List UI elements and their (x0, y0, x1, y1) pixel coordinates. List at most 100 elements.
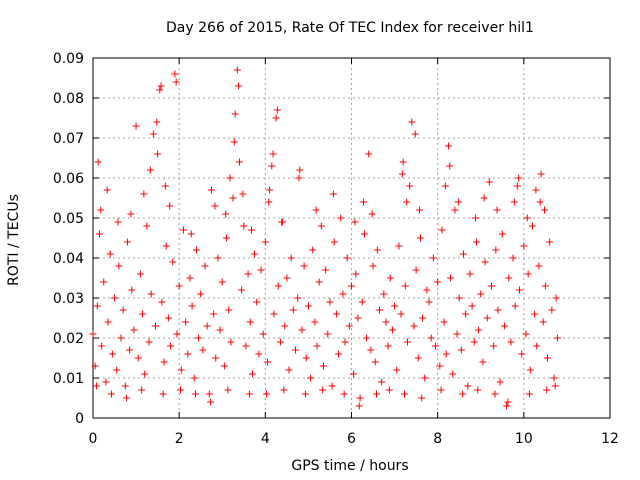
data-point (324, 330, 332, 338)
y-tick-label: 0.05 (53, 211, 84, 227)
data-point (525, 390, 533, 398)
data-point (483, 314, 491, 322)
x-tick-label: 6 (347, 431, 356, 447)
data-point (459, 390, 467, 398)
data-point (123, 238, 131, 246)
x-axis-label: GPS time / hours (291, 458, 408, 474)
data-point (481, 258, 489, 266)
data-point (351, 218, 359, 226)
data-point (504, 398, 512, 406)
data-point (553, 334, 561, 342)
data-point (296, 166, 304, 174)
data-point (368, 210, 376, 218)
x-axis-ticks: 0 2 4 6 8 10 12 (89, 58, 619, 447)
data-point (111, 294, 119, 302)
data-point (490, 342, 498, 350)
data-point (503, 402, 511, 410)
data-point (335, 350, 343, 358)
x-tick-label: 8 (433, 431, 442, 447)
data-point (451, 206, 459, 214)
data-point (216, 326, 224, 334)
y-tick-label: 0 (75, 411, 84, 427)
data-point (104, 318, 112, 326)
data-point (175, 282, 183, 290)
data-point (480, 194, 488, 202)
data-point (166, 202, 174, 210)
y-tick-label: 0.08 (53, 91, 84, 107)
data-point (365, 150, 373, 158)
data-point (91, 362, 99, 370)
data-point (102, 378, 110, 386)
data-point (509, 254, 517, 262)
data-point (539, 318, 547, 326)
data-point (172, 78, 180, 86)
data-point (203, 322, 211, 330)
data-point (223, 234, 231, 242)
data-point (505, 274, 513, 282)
data-point (421, 374, 429, 382)
data-point (535, 262, 543, 270)
data-point (348, 282, 355, 290)
data-point (160, 358, 168, 366)
data-point (337, 214, 345, 222)
data-point (388, 326, 396, 334)
data-point (546, 238, 554, 246)
data-point (401, 282, 409, 290)
data-point (212, 354, 220, 362)
data-point (94, 158, 102, 166)
data-point (307, 374, 315, 382)
data-point (103, 186, 111, 194)
data-point (442, 350, 450, 358)
data-point (326, 298, 334, 306)
data-point (92, 382, 100, 390)
data-point (498, 230, 506, 238)
data-point (295, 174, 303, 182)
data-point (128, 286, 136, 294)
data-point (214, 254, 222, 262)
data-point (287, 254, 295, 262)
data-point (363, 334, 371, 342)
y-tick-label: 0.04 (53, 251, 84, 267)
data-point (328, 382, 336, 390)
data-point (115, 262, 123, 270)
data-point (518, 350, 526, 358)
y-tick-label: 0.06 (53, 171, 84, 187)
data-point (259, 330, 267, 338)
data-point (145, 338, 153, 346)
y-tick-label: 0.09 (53, 51, 84, 67)
data-point (312, 206, 320, 214)
data-point (544, 354, 552, 362)
x-tick-label: 0 (89, 431, 98, 447)
data-point (449, 370, 457, 378)
data-point (149, 130, 157, 138)
data-point (378, 378, 386, 386)
data-point (126, 346, 134, 354)
data-point (225, 306, 233, 314)
data-point (272, 114, 280, 122)
data-point (423, 286, 431, 294)
data-point (507, 338, 515, 346)
data-point (399, 158, 407, 166)
data-point (541, 282, 549, 290)
data-point (360, 230, 368, 238)
data-point (418, 394, 426, 402)
data-point (440, 318, 448, 326)
data-point (526, 366, 534, 374)
data-point (153, 118, 161, 126)
data-point (146, 166, 154, 174)
data-point (460, 250, 468, 258)
data-point (301, 390, 309, 398)
x-tick-label: 10 (515, 431, 533, 447)
data-point (531, 310, 539, 318)
data-point (227, 338, 235, 346)
data-point (289, 306, 297, 314)
data-point (130, 326, 138, 334)
data-point (220, 362, 228, 370)
data-point (313, 342, 321, 350)
data-point (436, 362, 444, 370)
data-point (494, 306, 502, 314)
data-point (340, 390, 348, 398)
data-point (127, 210, 135, 218)
data-point (246, 318, 254, 326)
